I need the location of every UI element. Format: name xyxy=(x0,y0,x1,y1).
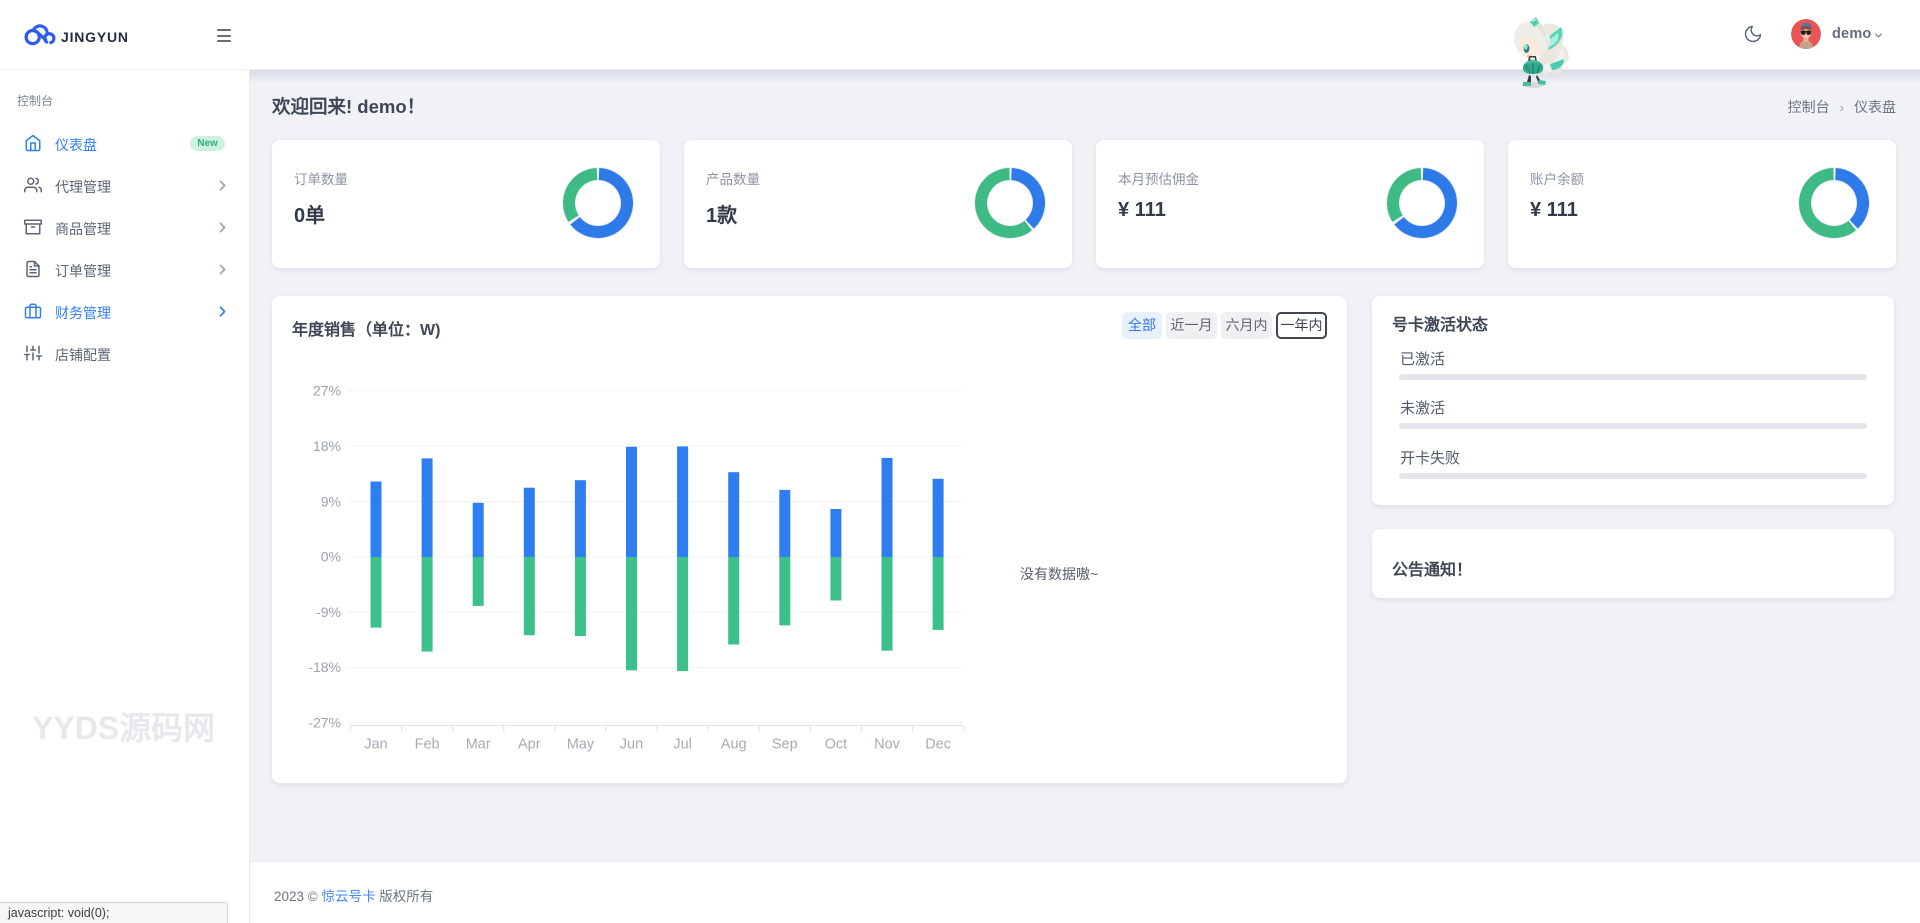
svg-text:-9%: -9% xyxy=(316,604,341,620)
svg-text:Jul: Jul xyxy=(673,737,692,753)
svg-text:18%: 18% xyxy=(313,438,341,454)
svg-text:-18%: -18% xyxy=(308,659,341,675)
svg-text:Feb: Feb xyxy=(415,737,440,753)
svg-text:May: May xyxy=(567,737,595,753)
svg-text:Oct: Oct xyxy=(825,737,848,753)
svg-text:Aug: Aug xyxy=(721,737,747,753)
svg-text:Mar: Mar xyxy=(466,737,491,753)
svg-text:9%: 9% xyxy=(321,493,341,509)
svg-text:Jan: Jan xyxy=(364,737,387,753)
svg-text:Dec: Dec xyxy=(925,737,951,753)
svg-text:Sep: Sep xyxy=(772,737,798,753)
svg-text:Nov: Nov xyxy=(874,737,901,753)
svg-text:0%: 0% xyxy=(321,549,341,565)
svg-text:Apr: Apr xyxy=(518,737,541,753)
svg-text:27%: 27% xyxy=(313,383,341,399)
svg-text:-27%: -27% xyxy=(308,715,341,731)
svg-text:Jun: Jun xyxy=(620,737,643,753)
